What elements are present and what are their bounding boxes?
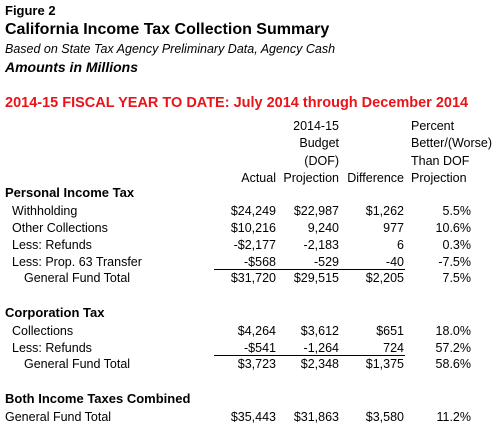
row-label: Withholding [12,204,78,218]
cell: $2,348 [300,357,339,371]
cell: $10,216 [230,221,276,235]
column-header: Difference [347,171,404,185]
row-label: General Fund Total [24,271,131,285]
row-label: Other Collections [12,221,108,235]
units: Amounts in Millions [5,59,138,75]
cell: -7.5% [438,255,471,269]
section-heading: Personal Income Tax [5,185,135,200]
cell: $35,443 [230,410,276,424]
cell: 0.3% [442,238,472,252]
column-header: Better/(Worse) [411,136,493,151]
row-label: General Fund Total [24,357,131,371]
section-heading: Corporation Tax [5,305,105,320]
cell: -1,264 [303,341,339,355]
cell: $651 [376,324,404,338]
cell: 10.6% [435,221,471,235]
cell: 977 [383,221,404,235]
cell: $2,205 [365,271,404,285]
cell: 58.6% [435,357,471,371]
cell: $1,262 [365,204,404,218]
underline [214,269,405,270]
row-label: Less: Prop. 63 Transfer [12,255,142,269]
period-heading: 2014-15 FISCAL YEAR TO DATE: July 2014 t… [5,95,469,111]
cell: $29,515 [293,271,339,285]
row-label: Less: Refunds [12,341,92,355]
column-header: Projection [411,171,467,185]
cell: $24,249 [230,204,276,218]
subtitle: Based on State Tax Agency Preliminary Da… [5,42,336,56]
cell: $3,612 [300,324,339,338]
cell: 5.5% [442,204,472,218]
cell: $1,375 [365,357,404,371]
cell: -529 [313,255,339,269]
cell: $4,264 [237,324,276,338]
cell: 6 [397,238,404,252]
title: California Income Tax Collection Summary [5,21,330,38]
cell: $3,580 [365,410,404,424]
cell: 57.2% [435,341,471,355]
cell: -$2,177 [233,238,276,252]
cell: -$541 [244,341,276,355]
row-label: Collections [12,324,74,338]
cell: -2,183 [303,238,339,252]
section-heading: Both Income Taxes Combined [5,391,191,406]
cell: $3,723 [237,357,276,371]
cell: $31,863 [293,410,339,424]
row-label: Less: Refunds [12,238,92,252]
column-header: 2014-15 [293,119,339,134]
cell: 9,240 [307,221,339,235]
cell: -$568 [244,255,276,269]
cell: $31,720 [230,271,276,285]
row-label: General Fund Total [5,410,112,424]
column-header: Budget [299,136,339,151]
cell: -40 [385,255,404,269]
cell: 724 [383,341,404,355]
column-header: Than DOF [411,153,470,168]
cell: $22,987 [293,204,339,218]
cell: 7.5% [442,271,472,285]
cell: 18.0% [435,324,471,338]
column-header: (DOF) [304,153,339,168]
column-header: Projection [283,171,339,185]
figure-label: Figure 2 [5,3,56,18]
cell: 11.2% [436,410,471,424]
column-header: Percent [411,119,455,134]
underline [214,355,405,356]
column-header: Actual [241,171,276,185]
